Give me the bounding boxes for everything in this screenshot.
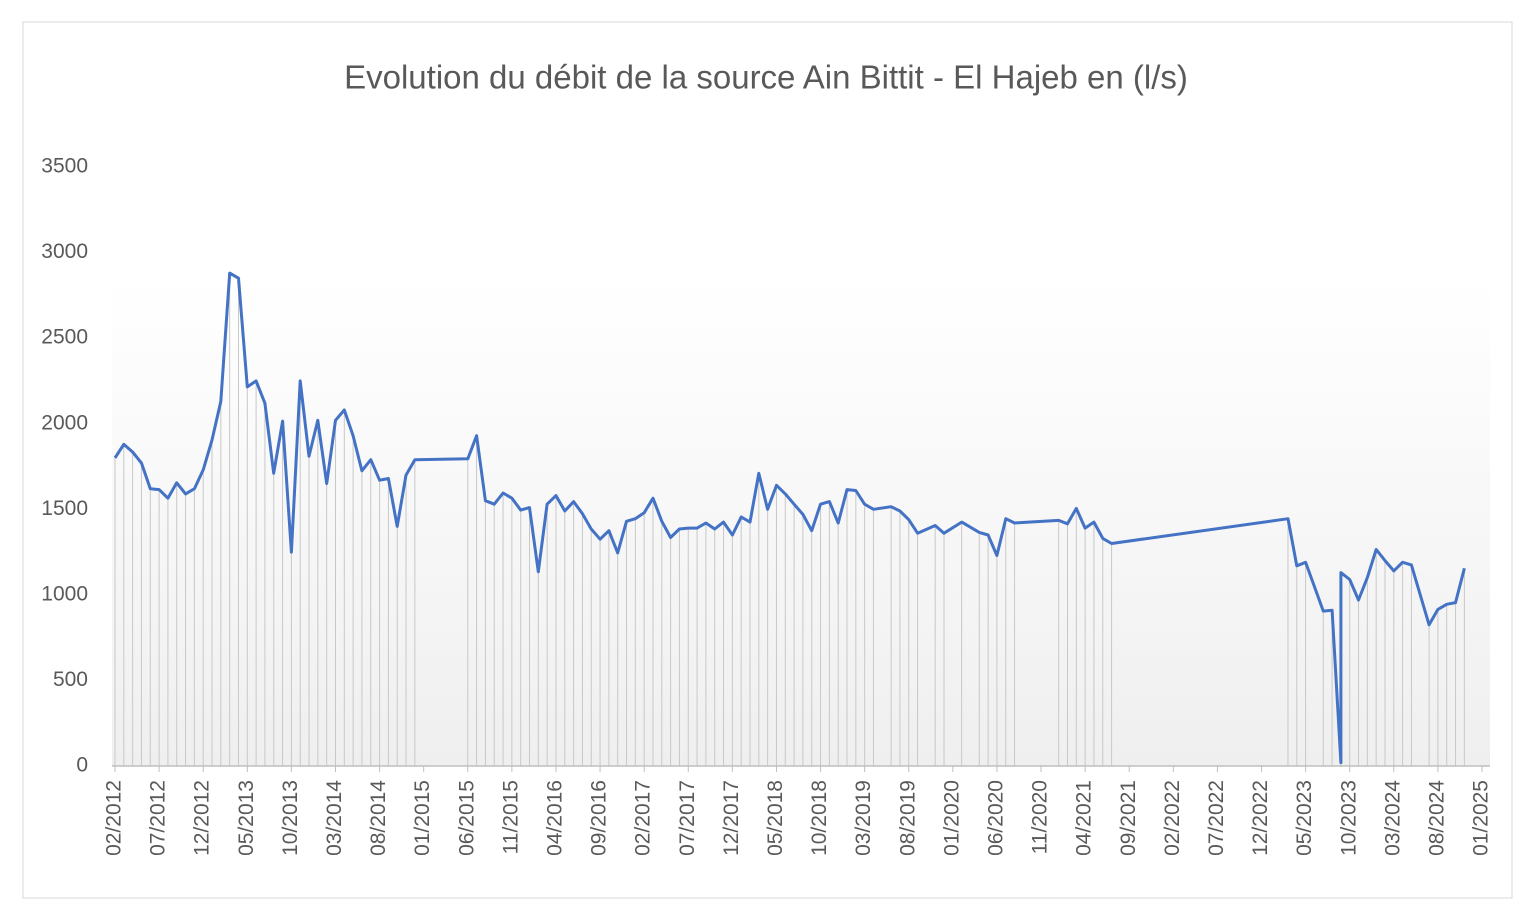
y-tick-label: 0: [76, 754, 88, 777]
y-tick-label: 1000: [41, 582, 88, 605]
y-tick-label: 500: [53, 668, 88, 691]
y-tick-label: 3500: [41, 155, 88, 178]
x-tick-label: 10/2013: [279, 780, 302, 856]
x-tick-label: 04/2021: [1073, 780, 1096, 856]
x-tick-label: 01/2025: [1470, 780, 1493, 856]
plot-background: [112, 280, 1490, 766]
data-line: [113, 271, 1466, 765]
x-tick-label: 09/2016: [588, 780, 611, 856]
y-tick-label: 2500: [41, 326, 88, 349]
x-tick-label: 03/2024: [1381, 780, 1404, 856]
x-tick-label: 03/2014: [323, 780, 346, 856]
x-tick-label: 12/2022: [1249, 780, 1272, 856]
y-tick-label: 3000: [41, 240, 88, 263]
x-tick-label: 02/2022: [1161, 780, 1184, 856]
x-tick-label: 07/2022: [1205, 780, 1228, 856]
x-tick-label: 08/2019: [896, 780, 919, 856]
x-tick-label: 07/2012: [147, 780, 170, 856]
x-tick-label: 08/2014: [367, 780, 390, 856]
x-tick-label: 02/2017: [632, 780, 655, 856]
x-tick-label: 12/2012: [191, 780, 214, 856]
x-tick-label: 11/2015: [499, 780, 522, 854]
x-tick-label: 10/2023: [1337, 780, 1360, 856]
x-tick-label: 06/2020: [984, 780, 1007, 856]
x-tick-label: 05/2023: [1293, 780, 1316, 856]
x-tick-label: 03/2019: [852, 780, 875, 856]
x-tick-label: 05/2013: [235, 780, 258, 856]
x-tick-label: 09/2021: [1117, 780, 1140, 856]
x-tick-label: 12/2017: [720, 780, 743, 856]
y-tick-label: 2000: [41, 411, 88, 434]
chart-title: Evolution du débit de la source Ain Bitt…: [344, 59, 1188, 96]
x-tick-label: 05/2018: [764, 780, 787, 856]
x-tick-label: 01/2015: [411, 780, 434, 856]
x-tick-label: 10/2018: [808, 780, 831, 856]
x-tick-label: 06/2015: [455, 780, 478, 856]
x-tick-label: 01/2020: [940, 780, 963, 856]
x-tick-label: 04/2016: [544, 780, 567, 856]
y-tick-label: 1500: [41, 497, 88, 520]
x-tick-label: 02/2012: [103, 780, 126, 856]
x-tick-label: 11/2020: [1029, 780, 1052, 854]
x-tick-label: 07/2017: [676, 780, 699, 856]
x-tick-label: 08/2024: [1425, 780, 1448, 856]
